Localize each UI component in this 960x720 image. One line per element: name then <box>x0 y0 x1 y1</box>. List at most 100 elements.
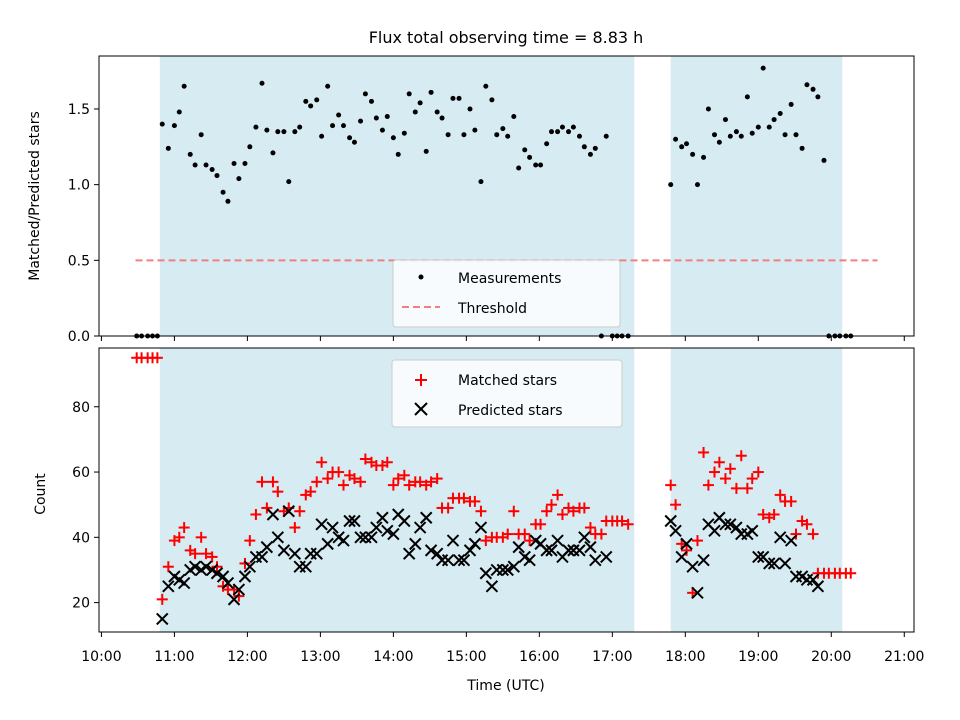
predicted-star-stroke <box>708 524 721 538</box>
predicted-star-point <box>441 553 455 567</box>
bottom-y-tick-label: 20 <box>72 596 90 612</box>
predicted-star-stroke <box>529 534 542 547</box>
measurement-point <box>516 165 522 171</box>
matched-star-point <box>709 466 721 478</box>
predicted-star-stroke <box>376 511 389 524</box>
measurement-point <box>694 182 700 188</box>
matched-star-point <box>702 479 714 491</box>
matched-star-point <box>746 473 758 485</box>
matched-star-point <box>305 486 317 498</box>
measurement-point <box>712 132 718 138</box>
measurement-point <box>538 162 544 168</box>
measurement-point <box>722 117 728 123</box>
predicted-star-stroke <box>332 531 345 544</box>
predicted-star-stroke <box>173 573 186 586</box>
predicted-star-point <box>584 540 597 554</box>
matched-star-point <box>195 531 207 543</box>
bottom-y-tick-label: 80 <box>72 400 90 416</box>
predicted-star-point <box>420 511 433 524</box>
matched-star-point <box>256 476 268 488</box>
measurement-point <box>439 115 445 121</box>
predicted-star-point <box>589 553 602 567</box>
predicted-star-stroke <box>188 560 202 573</box>
top-panel: 0.0 0.5 1.0 1.5 Flux total observing time =… <box>27 28 915 345</box>
measurement-point <box>799 145 805 151</box>
predicted-star-stroke <box>463 544 477 557</box>
measurement-point <box>788 101 794 107</box>
predicted-star-stroke <box>199 560 213 573</box>
measurement-point <box>401 130 407 136</box>
predicted-star-point <box>806 573 820 586</box>
predicted-star-point <box>337 534 350 547</box>
measurement-point <box>264 127 270 133</box>
measurement-point <box>214 173 220 179</box>
measurement-point <box>810 86 816 92</box>
predicted-star-stroke <box>430 547 444 560</box>
predicted-star-point <box>664 514 677 528</box>
matched-star-point <box>322 473 334 485</box>
matched-star-point <box>616 515 628 527</box>
matched-star-point <box>442 502 454 514</box>
predicted-star-stroke <box>387 527 400 541</box>
predicted-star-stroke <box>227 593 241 606</box>
measurement-point <box>242 160 248 166</box>
matched-star-point <box>381 456 393 468</box>
predicted-star-point <box>811 580 825 593</box>
predicted-star-stroke <box>243 560 257 573</box>
measurement-point <box>181 83 187 89</box>
predicted-star-stroke <box>370 521 383 534</box>
matched-star-point <box>546 499 558 511</box>
predicted-star-point <box>387 527 400 541</box>
measurement-point <box>559 124 565 130</box>
predicted-star-point <box>485 580 499 593</box>
matched-star-point <box>622 518 634 530</box>
matched-star-point <box>398 469 410 481</box>
measurement-point <box>673 136 679 142</box>
predicted-star-stroke <box>501 563 514 577</box>
predicted-star-stroke <box>589 553 602 567</box>
matched-star-point <box>469 495 481 507</box>
top-observing-window-1 <box>670 56 843 336</box>
measurement-point <box>727 133 733 139</box>
matched-star-point <box>431 473 443 485</box>
measurement-point <box>679 144 685 150</box>
predicted-star-stroke <box>365 531 378 544</box>
matched-star-point <box>681 544 693 556</box>
predicted-star-point <box>409 537 422 551</box>
predicted-star-point <box>354 531 367 544</box>
predicted-star-stroke <box>784 534 798 547</box>
predicted-star-stroke <box>702 518 715 531</box>
x-tick-label: 15:00 <box>446 649 486 665</box>
predicted-star-point <box>578 531 591 544</box>
predicted-star-stroke <box>452 553 466 567</box>
matched-star-point <box>475 505 487 517</box>
top-y-tick-label: 1.5 <box>68 102 90 118</box>
predicted-star-point <box>573 544 586 557</box>
measurement-point <box>336 112 342 118</box>
measurement-point <box>445 132 451 138</box>
predicted-star-point <box>315 518 328 531</box>
predicted-star-point <box>680 537 693 551</box>
matched-star-point <box>156 593 168 605</box>
x-tick-label: 16:00 <box>519 649 559 665</box>
matched-star-point <box>541 505 553 517</box>
predicted-star-point <box>452 553 466 567</box>
measurement-point <box>570 124 576 130</box>
predicted-star-point <box>675 550 688 564</box>
predicted-star-stroke <box>255 550 269 564</box>
predicted-star-stroke <box>402 547 416 560</box>
measurement-point <box>209 167 215 173</box>
measurement-point <box>821 157 827 163</box>
matched-star-point <box>162 561 174 573</box>
predicted-star-point <box>199 560 213 573</box>
measurement-point <box>325 83 331 89</box>
measurement-point <box>576 133 582 139</box>
legend-matched-label: Matched stars <box>458 373 557 389</box>
matched-star-point <box>567 505 579 517</box>
measurement-point <box>760 65 766 71</box>
predicted-star-stroke <box>540 544 553 557</box>
measurement-point <box>472 127 478 133</box>
measurement-point <box>815 94 821 100</box>
matched-star-point <box>524 535 536 547</box>
